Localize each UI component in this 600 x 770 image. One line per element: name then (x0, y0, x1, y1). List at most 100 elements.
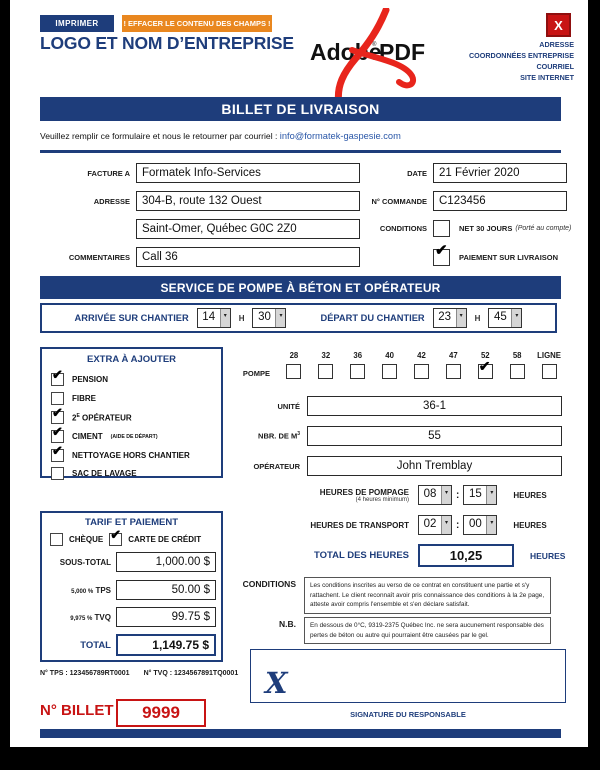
pompe-ligne-checkbox[interactable] (541, 364, 557, 379)
paiement-checkbox[interactable]: ✔ (433, 243, 450, 266)
unite-field[interactable]: 36-1 (307, 396, 562, 416)
extra-nettoyage-row: ✔ NETTOYAGE HORS CHANTIER (51, 444, 190, 462)
subtotal-field[interactable]: 1,000.00 $ (116, 552, 216, 572)
form-page: IMPRIMER ! EFFACER LE CONTENU DES CHAMPS… (10, 0, 588, 747)
clear-fields-button[interactable]: ! EFFACER LE CONTENU DES CHAMPS ! (122, 15, 272, 32)
date-label: DATE (407, 168, 427, 178)
arrivee-minute-dropdown[interactable]: 30 ▾ (252, 308, 287, 328)
signature-field[interactable]: X (250, 649, 566, 703)
unite-row: UNITÉ 36-1 (160, 396, 562, 416)
commande-label: N° COMMANDE (371, 196, 428, 206)
depart-hour-dropdown[interactable]: 23 ▾ (432, 308, 467, 328)
close-button[interactable]: X (546, 13, 571, 37)
pompage-minute-dropdown[interactable]: 15 ▾ (463, 485, 498, 505)
dropdown-arrow-icon[interactable]: ▾ (441, 516, 451, 534)
dropdown-arrow-icon[interactable]: ▾ (219, 309, 230, 327)
depart-h-separator: H (474, 313, 481, 323)
pompe-40-checkbox[interactable] (382, 364, 398, 379)
pompage-hour-dropdown[interactable]: 08 ▾ (418, 485, 452, 505)
contact-line-courriel: COURRIEL (536, 62, 574, 72)
paiement-label: PAIEMENT SUR LIVRAISON (459, 253, 559, 262)
subtotal-row: SOUS-TOTAL 1,000.00 $ (41, 552, 216, 572)
payment-title: TARIF ET PAIEMENT (84, 517, 179, 528)
net30-checkbox[interactable] (433, 220, 450, 237)
transport-hour-dropdown[interactable]: 02 ▾ (418, 515, 452, 535)
facture-field[interactable]: Formatek Info-Services (136, 163, 360, 183)
cheque-checkbox[interactable] (50, 533, 63, 546)
transport-label: HEURES DE TRANSPORT (310, 520, 409, 530)
pension-label: PENSION (72, 375, 109, 384)
operateur-label: OPÉRATEUR (253, 461, 300, 471)
pompe-size-header: 52 (480, 351, 490, 360)
credit-card-checkbox[interactable]: ✔ (109, 528, 123, 546)
payment-total-label: TOTAL (80, 639, 111, 651)
tps-field[interactable]: 50.00 $ (116, 580, 216, 600)
unite-label: UNITÉ (277, 401, 301, 411)
tvq-field[interactable]: 99.75 $ (116, 607, 216, 627)
pompe-47-checkbox[interactable] (445, 364, 461, 379)
extra-operateur2-row: ✔ 2E OPÉRATEUR (51, 406, 132, 424)
facture-row: FACTURE A Formatek Info-Services (35, 163, 360, 183)
pompe-42-checkbox[interactable] (414, 364, 429, 379)
email-link[interactable]: info@formatek-gaspesie.com (279, 131, 401, 141)
m3-field[interactable]: 55 (307, 426, 562, 446)
billet-number-field[interactable]: 9999 (116, 699, 206, 727)
signature-label: SIGNATURE DU RESPONSABLE (350, 710, 466, 719)
pompe-58-checkbox[interactable] (509, 364, 525, 379)
cheque-label: CHÈQUE (69, 535, 104, 544)
m3-row: NBR. DE M3 55 (160, 426, 562, 446)
pompe-size-headers: 28 32 36 40 42 47 52 58 LIGNE (278, 351, 565, 360)
arrivee-hour-dropdown[interactable]: 14 ▾ (196, 308, 231, 328)
sac-lavage-label: SAC DE LAVAGE (72, 469, 137, 478)
total-hours-row: TOTAL DES HEURES 10,25 HEURES (240, 544, 565, 567)
nettoyage-checkbox[interactable]: ✔ (51, 444, 64, 462)
depart-minute-dropdown[interactable]: 45 ▾ (488, 308, 523, 328)
total-hours-suffix: HEURES (530, 550, 566, 561)
fibre-checkbox[interactable] (51, 392, 64, 405)
depart-label: DÉPART DU CHANTIER (320, 313, 425, 323)
pompe-size-header: 32 (321, 351, 331, 360)
extra-fibre-row: FIBRE (51, 392, 96, 405)
dropdown-arrow-icon[interactable]: ▾ (275, 309, 286, 327)
commande-row: N° COMMANDE C123456 (355, 191, 567, 211)
commentaires-field[interactable]: Call 36 (136, 247, 360, 267)
dropdown-arrow-icon[interactable]: ▾ (486, 516, 497, 534)
dropdown-arrow-icon[interactable]: ▾ (486, 486, 497, 504)
adresse2-field[interactable]: Saint-Omer, Québec G0C 2Z0 (136, 219, 360, 239)
tax-numbers: N° TPS : 123456789RT0001 N° TVQ : 123456… (40, 670, 238, 677)
total-hours-label: TOTAL DES HEURES (313, 550, 409, 561)
logo-ribbon (334, 8, 390, 108)
dropdown-arrow-icon[interactable]: ▾ (455, 309, 466, 327)
pompe-size-header: 36 (353, 351, 363, 360)
operateur2-checkbox[interactable]: ✔ (51, 406, 64, 424)
commentaires-label: COMMENTAIRES (68, 252, 130, 262)
dropdown-arrow-icon[interactable]: ▾ (441, 486, 451, 504)
print-button[interactable]: IMPRIMER (40, 15, 114, 32)
nb-label: N.B. (279, 619, 296, 629)
pompe-32-checkbox[interactable] (318, 364, 334, 379)
total-hours-field[interactable]: 10,25 (418, 544, 514, 567)
pompage-note: (4 heures minimum) (355, 496, 409, 503)
pompe-36-checkbox[interactable] (350, 364, 366, 379)
extra-pension-row: ✔ PENSION (51, 368, 109, 386)
signature-x-icon: X (265, 666, 288, 700)
extras-title: EXTRA À AJOUTER (86, 354, 177, 365)
tps-row: 5,000 % TPS 50.00 $ (41, 580, 216, 600)
arrivee-h-separator: H (238, 313, 245, 323)
extras-box: EXTRA À AJOUTER ✔ PENSION FIBRE ✔ 2E OPÉ… (40, 347, 223, 480)
transport-minute-dropdown[interactable]: 00 ▾ (463, 515, 498, 535)
pompe-52-checkbox[interactable]: ✔ (477, 359, 493, 379)
nettoyage-label: NETTOYAGE HORS CHANTIER (72, 451, 190, 460)
operateur-field[interactable]: John Tremblay (307, 456, 562, 476)
ciment-checkbox[interactable]: ✔ (51, 425, 64, 443)
sac-lavage-checkbox[interactable] (51, 467, 64, 480)
date-field[interactable]: 21 Février 2020 (433, 163, 567, 183)
pension-checkbox[interactable]: ✔ (51, 368, 64, 386)
nb-text-row: N.B. En dessous de 0°C, 9319-2375 Québec… (232, 617, 551, 645)
pompe-28-checkbox[interactable] (286, 364, 302, 379)
dropdown-arrow-icon[interactable]: ▾ (511, 309, 522, 327)
adresse-field[interactable]: 304-B, route 132 Ouest (136, 191, 360, 211)
pompe-size-header: 40 (385, 351, 394, 360)
commande-field[interactable]: C123456 (433, 191, 567, 211)
payment-total-field[interactable]: 1,149.75 $ (116, 634, 216, 656)
